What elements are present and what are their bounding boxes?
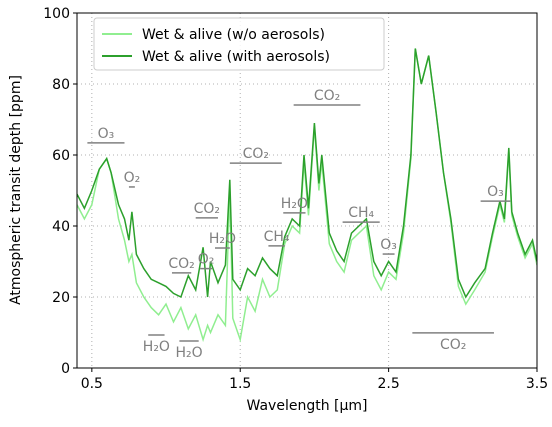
annotation-label: O₂ [198, 252, 215, 268]
annotation-label: CH₄ [348, 205, 374, 221]
y-tick-label: 20 [52, 290, 70, 306]
x-tick-label: 2.5 [377, 376, 399, 392]
annotation-label: CO₂ [168, 256, 194, 272]
y-axis-label: Atmospheric transit depth [ppm] [8, 75, 24, 305]
legend-box [93, 17, 385, 71]
x-tick-label: 0.5 [81, 376, 103, 392]
annotation-label: O₃ [380, 237, 397, 253]
legend-label: Wet & alive (with aerosols) [142, 49, 330, 65]
annotation-label: CO₂ [314, 88, 340, 104]
plot-frame [76, 12, 538, 369]
annotation-label: H₂O [175, 345, 202, 361]
y-tick-label: 100 [43, 6, 70, 22]
annotation-label: CO₂ [440, 337, 466, 353]
y-tick-label: 0 [61, 361, 70, 377]
annotation-label: H₂O [143, 339, 170, 355]
legend: Wet & alive (w/o aerosols) Wet & alive (w… [93, 17, 385, 71]
x-axis-label: Wavelength [μm] [247, 398, 368, 414]
annotation-label: CH₄ [264, 229, 290, 245]
x-tick-label: 1.5 [229, 376, 251, 392]
legend-label: Wet & alive (w/o aerosols) [142, 27, 325, 43]
annotation-label: O₂ [124, 170, 141, 186]
y-tick-label: 40 [52, 219, 70, 235]
x-tick-label: 3.5 [526, 376, 548, 392]
annotation-label: CO₂ [194, 201, 220, 217]
y-tick-label: 80 [52, 77, 70, 93]
annotation-label: O₃ [98, 126, 115, 142]
annotation-label: H₂O [281, 196, 308, 212]
annotation-label: O₃ [487, 184, 504, 200]
annotation-label: CO₂ [243, 146, 269, 162]
series-line [77, 48, 537, 299]
annotation-label: H₂O [209, 231, 236, 247]
y-tick-label: 60 [52, 148, 70, 164]
